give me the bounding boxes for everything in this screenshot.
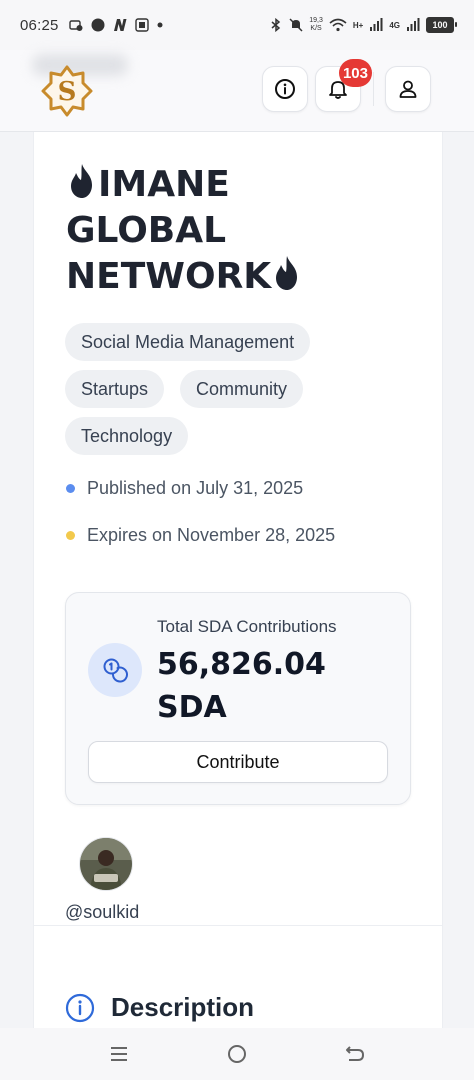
info-button[interactable]	[262, 66, 308, 112]
circle-icon	[91, 18, 105, 32]
expires-dot	[66, 531, 75, 540]
contributions-unit: SDA	[157, 690, 227, 725]
expires-date: Expires on November 28, 2025	[87, 525, 336, 545]
h-plus-label: H+	[352, 20, 364, 30]
title-line2: GLOBAL	[66, 210, 227, 251]
contributions-amount: 56,826.04 SDA	[157, 643, 377, 729]
published-row: Published on July 31, 2025	[66, 478, 303, 499]
coins-icon	[103, 658, 128, 683]
author-username[interactable]: @soulkid	[65, 902, 140, 922]
title-line1: IMANE	[98, 164, 230, 205]
signal-icon	[370, 18, 383, 31]
net-speed-unit: K/S	[310, 25, 322, 32]
back-icon	[346, 1046, 365, 1061]
system-nav-bar	[0, 1028, 474, 1080]
fire-icon	[71, 164, 92, 198]
home-circle-icon	[228, 1045, 246, 1063]
campaign-card: IMANE GLOBAL NETWORK Social Media Manage…	[33, 132, 443, 1028]
tag-startups[interactable]: Startups	[65, 370, 165, 408]
bell-icon	[329, 81, 347, 99]
section-divider	[34, 925, 442, 926]
net-speed: 19,3 K/S	[309, 17, 323, 33]
avatar[interactable]	[79, 837, 133, 891]
expires-row: Expires on November 28, 2025	[66, 525, 335, 546]
tag-social-media-management[interactable]: Social Media Management	[65, 323, 311, 361]
published-dot	[66, 484, 75, 493]
tag-community[interactable]: Community	[180, 370, 304, 408]
user-icon	[399, 80, 417, 98]
status-left-icons	[68, 18, 163, 32]
net-speed-value: 19,3	[309, 17, 323, 24]
menu-icon	[111, 1047, 127, 1061]
battery-icon: 100	[426, 17, 457, 33]
campaign-title: IMANE GLOBAL NETWORK	[66, 162, 396, 300]
info-circle-icon	[65, 993, 95, 1022]
title-line3: NETWORK	[66, 256, 272, 297]
contributions-panel: Total SDA Contributions 56,826.04 SDA Co…	[65, 592, 411, 805]
n-app-icon	[113, 19, 127, 31]
recents-button[interactable]	[107, 1042, 131, 1066]
logo-blur	[32, 54, 128, 76]
bluetooth-icon	[271, 18, 281, 32]
avatar-image	[80, 838, 132, 890]
description-title: Description	[111, 992, 255, 1022]
home-button[interactable]	[225, 1042, 249, 1066]
back-button[interactable]	[343, 1042, 367, 1066]
notifications-button[interactable]: 103	[315, 59, 372, 112]
status-time: 06:25	[20, 16, 59, 34]
contributions-label: Total SDA Contributions	[157, 617, 337, 636]
screenshot-icon	[134, 18, 149, 32]
app-header: S 103	[0, 50, 474, 132]
tag-technology[interactable]: Technology	[65, 417, 189, 455]
fire-icon	[276, 256, 298, 290]
dot-icon	[157, 22, 163, 28]
mute-icon	[289, 18, 303, 32]
svg-text:S: S	[58, 77, 77, 107]
header-divider	[373, 72, 374, 106]
coins-icon-wrap	[88, 643, 142, 697]
description-header: Description	[65, 992, 254, 1023]
contribute-button[interactable]: Contribute	[88, 741, 388, 783]
status-bar: 06:25 19,3 K/S H+ 4G 100	[0, 0, 474, 50]
contributions-value: 56,826.04	[157, 647, 326, 682]
info-icon	[275, 79, 295, 99]
call-forward-icon	[68, 20, 83, 31]
published-date: Published on July 31, 2025	[87, 478, 304, 498]
status-right-icons: 19,3 K/S H+ 4G 100	[269, 17, 457, 33]
notifications-badge: 103	[338, 59, 372, 87]
star-s-logo[interactable]: S	[40, 64, 94, 118]
wifi-icon	[329, 18, 347, 32]
network-type: 4G	[389, 20, 400, 30]
signal-icon	[407, 18, 420, 31]
profile-button[interactable]	[385, 66, 431, 112]
battery-level: 100	[432, 20, 448, 30]
